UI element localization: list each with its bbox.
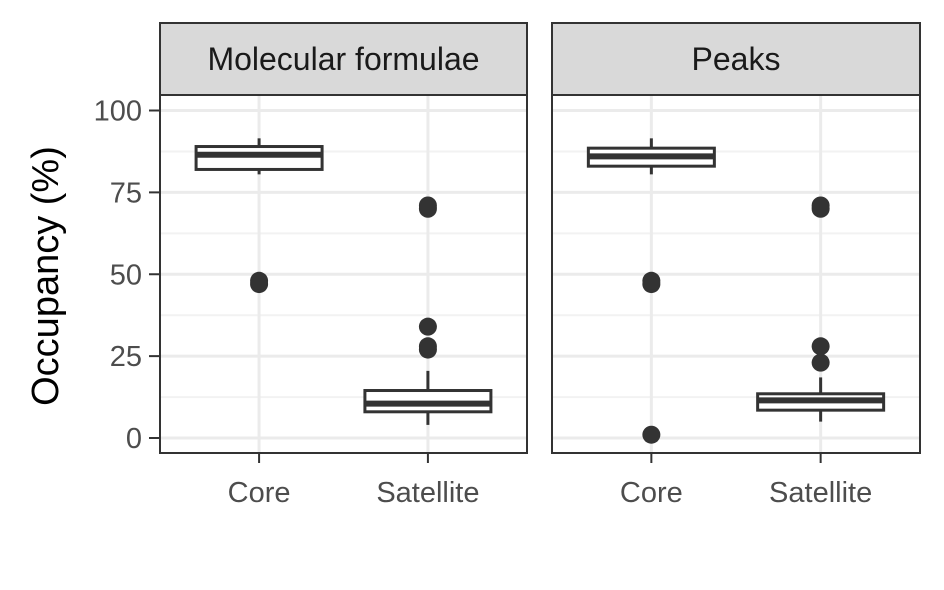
panel-border [551, 94, 921, 454]
panel-title: Molecular formulae [207, 41, 479, 77]
outlier-point [811, 353, 830, 372]
box-core [586, 138, 716, 444]
box-iqr [194, 145, 324, 171]
x-tick-label: Satellite [376, 477, 479, 509]
y-tick-label: 0 [126, 423, 142, 455]
box-core [194, 138, 324, 294]
outlier-point [811, 337, 830, 356]
y-tick-label: 50 [110, 259, 142, 291]
x-tick-label: Core [228, 477, 291, 509]
panel-2: Peaks Core Satellite [551, 22, 921, 509]
panel-title: Peaks [692, 41, 781, 77]
box-satellite [363, 196, 493, 425]
panel-1: Molecular formulae Core Satellite [159, 22, 528, 509]
panel-strip [159, 22, 528, 96]
box-satellite [756, 196, 886, 422]
y-tick-label: 25 [110, 341, 142, 373]
outlier-point [418, 317, 437, 336]
panel-strip [551, 22, 921, 96]
x-tick-label: Core [620, 477, 683, 509]
y-axis-title: Occupancy (%) [25, 146, 67, 406]
y-tick-label: 75 [110, 177, 142, 209]
outlier-point [418, 337, 437, 356]
y-tick-label: 100 [94, 96, 142, 128]
outlier-point [250, 271, 269, 290]
x-tick-label: Satellite [769, 477, 872, 509]
panel-border [159, 94, 528, 454]
outlier-point [642, 425, 661, 444]
outlier-point [418, 196, 437, 215]
outlier-point [811, 196, 830, 215]
outlier-point [642, 271, 661, 290]
